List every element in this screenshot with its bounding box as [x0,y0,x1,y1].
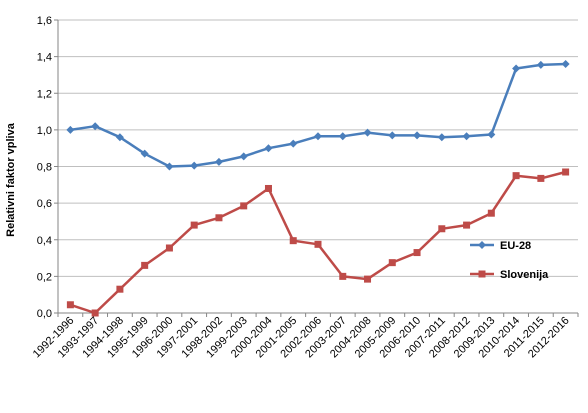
data-point-diamond [165,162,174,171]
y-tick-label: 0,4 [37,235,52,247]
data-point-square [141,261,149,269]
y-tick-labels: 0,0 0,2 0,4 0,6 0,8 1,0 1,2 1,4 1,6 [37,15,52,320]
data-point-square [289,237,297,245]
data-point-square [91,309,99,317]
data-point-diamond [437,133,446,142]
data-point-square [537,174,545,182]
data-point-square [240,202,248,210]
data-point-diamond [264,144,273,153]
data-point-diamond [214,157,223,166]
data-point-diamond [239,152,248,161]
data-point-diamond [413,131,422,140]
data-point-square [314,240,322,248]
y-tick-label: 0,8 [37,162,52,174]
data-point-square [116,285,124,293]
y-tick-label: 1,6 [37,15,52,27]
data-point-square [339,272,347,280]
data-point-diamond [140,149,149,158]
data-point-diamond [289,139,298,148]
y-tick-label: 0,6 [37,198,52,210]
data-point-diamond [462,132,471,141]
data-point-square [66,301,74,309]
data-point-diamond [388,131,397,140]
legend-marker-square [478,270,486,278]
x-tick-labels: 1992-19961993-19971994-19981995-19991996… [31,315,572,361]
y-tick-label: 1,0 [37,125,52,137]
data-point-square [190,221,198,229]
data-point-diamond [536,60,545,69]
data-point-square [413,249,421,257]
data-point-square [388,259,396,267]
gridlines [58,19,578,277]
data-point-square [463,221,471,229]
data-point-square [364,275,372,283]
data-point-diamond [91,122,100,131]
data-point-square [215,214,223,222]
data-point-diamond [314,132,322,141]
data-point-square [487,209,495,217]
data-point-diamond [190,161,199,170]
data-point-square [438,225,446,233]
legend-label: Slovenija [500,269,549,281]
y-tick-label: 0,2 [37,271,52,283]
data-point-diamond [115,133,124,142]
y-tick-label: 0,0 [37,308,52,320]
y-tick-label: 1,4 [37,52,52,64]
data-point-square [512,172,520,180]
data-point-diamond [66,125,75,134]
y-tick-label: 1,2 [37,88,52,100]
axes [54,19,579,317]
data-point-square [165,244,173,252]
data-point-square [264,184,272,192]
data-point-diamond [338,132,347,141]
y-axis-title: Relativni faktor vpliva [5,122,17,237]
legend-label: EU-28 [500,240,531,252]
data-point-diamond [561,59,570,68]
data-point-diamond [487,130,496,139]
legend: EU-28 Slovenija [470,240,549,281]
data-point-diamond [512,64,521,73]
data-point-square [562,168,570,176]
data-point-diamond [363,128,372,137]
legend-marker-diamond [478,241,486,249]
series-lines [66,59,570,317]
